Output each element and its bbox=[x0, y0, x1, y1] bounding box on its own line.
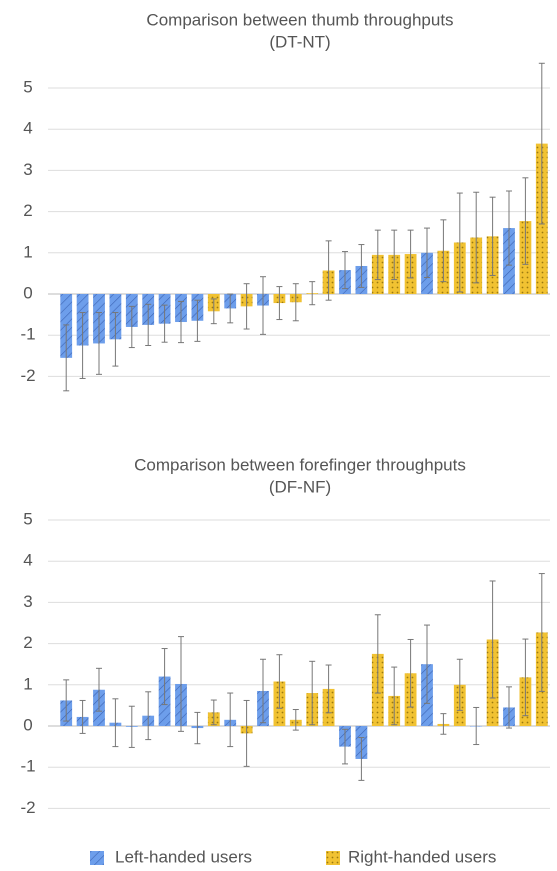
y-tick-label: 4 bbox=[23, 551, 32, 570]
chart-subtitle: (DT-NT) bbox=[269, 32, 330, 51]
y-tick-label: -2 bbox=[20, 798, 35, 817]
chart-title: Comparison between forefinger throughput… bbox=[134, 455, 466, 474]
y-tick-label: 3 bbox=[23, 592, 32, 611]
y-tick-label: 3 bbox=[23, 160, 32, 179]
y-tick-label: 4 bbox=[23, 119, 32, 138]
y-tick-label: 2 bbox=[23, 633, 32, 652]
y-tick-label: -2 bbox=[20, 366, 35, 385]
chart-subtitle: (DF-NF) bbox=[269, 477, 331, 496]
legend-label: Right-handed users bbox=[348, 847, 496, 866]
y-tick-label: 0 bbox=[23, 715, 32, 734]
y-tick-label: -1 bbox=[20, 325, 35, 344]
legend-swatch bbox=[326, 851, 340, 865]
chart-title: Comparison between thumb throughputs bbox=[146, 10, 453, 29]
y-tick-label: 5 bbox=[23, 77, 32, 96]
y-tick-label: 1 bbox=[23, 242, 32, 261]
legend-swatch bbox=[90, 851, 104, 865]
y-tick-label: 5 bbox=[23, 509, 32, 528]
y-tick-label: -1 bbox=[20, 757, 35, 776]
legend-label: Left-handed users bbox=[115, 847, 252, 866]
y-tick-label: 1 bbox=[23, 674, 32, 693]
y-tick-label: 2 bbox=[23, 201, 32, 220]
y-tick-label: 0 bbox=[23, 283, 32, 302]
